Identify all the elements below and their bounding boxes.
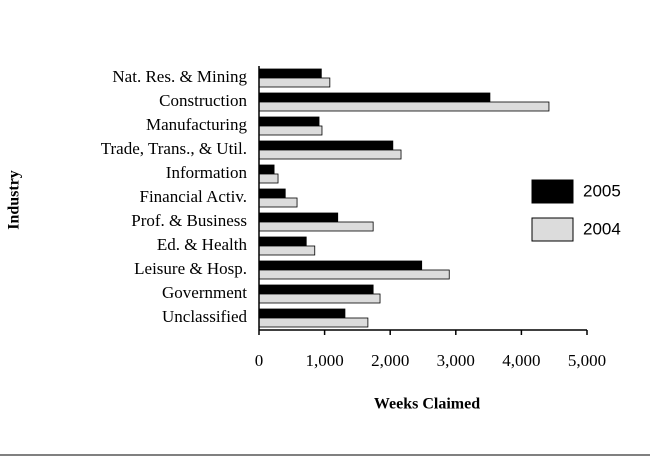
y-tick-label: Nat. Res. & Mining bbox=[112, 67, 247, 86]
bar bbox=[258, 116, 320, 127]
bar bbox=[258, 260, 423, 271]
bar bbox=[258, 101, 550, 112]
x-tick-label: 4,000 bbox=[502, 351, 540, 370]
bar bbox=[258, 188, 286, 199]
legend-label: 2004 bbox=[583, 219, 621, 238]
x-tick-label: 3,000 bbox=[437, 351, 475, 370]
bar bbox=[258, 293, 381, 304]
y-tick-label: Manufacturing bbox=[146, 115, 248, 134]
bar bbox=[258, 317, 369, 328]
y-tick-label: Government bbox=[162, 283, 247, 302]
bar bbox=[258, 140, 394, 151]
bar bbox=[258, 197, 298, 208]
x-tick-label: 2,000 bbox=[371, 351, 409, 370]
bar bbox=[258, 236, 307, 247]
bar bbox=[258, 173, 279, 184]
bar bbox=[258, 269, 450, 280]
y-tick-label: Information bbox=[166, 163, 248, 182]
bar bbox=[258, 284, 374, 295]
bar bbox=[258, 149, 402, 160]
x-tick-label: 0 bbox=[255, 351, 264, 370]
y-tick-label: Trade, Trans., & Util. bbox=[101, 139, 247, 158]
y-tick-label: Financial Activ. bbox=[140, 187, 248, 206]
bar bbox=[258, 164, 275, 175]
x-axis-label: Weeks Claimed bbox=[374, 396, 480, 413]
bar bbox=[258, 68, 322, 79]
bar bbox=[258, 221, 374, 232]
bar bbox=[258, 212, 339, 223]
y-tick-label: Unclassified bbox=[162, 307, 247, 326]
bar bbox=[258, 125, 323, 136]
y-tick-label: Leisure & Hosp. bbox=[134, 259, 247, 278]
legend-swatch bbox=[531, 217, 574, 242]
bar bbox=[258, 245, 316, 256]
y-axis-label: Industry bbox=[6, 170, 23, 230]
legend-swatch bbox=[531, 179, 574, 204]
bar bbox=[258, 308, 346, 319]
bar bbox=[258, 92, 491, 103]
bar bbox=[258, 77, 331, 88]
y-tick-label: Prof. & Business bbox=[131, 211, 247, 230]
y-tick-label: Construction bbox=[159, 91, 247, 110]
x-tick-label: 5,000 bbox=[568, 351, 606, 370]
y-tick-label: Ed. & Health bbox=[157, 235, 248, 254]
legend-label: 2005 bbox=[583, 181, 621, 200]
x-tick-label: 1,000 bbox=[305, 351, 343, 370]
